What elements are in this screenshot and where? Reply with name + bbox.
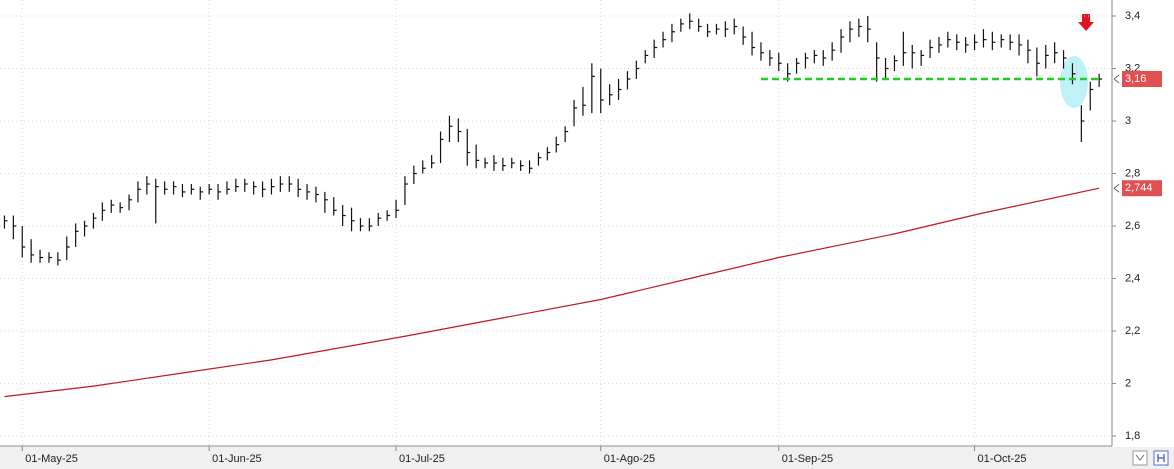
down-arrow	[1078, 14, 1094, 31]
x-tick-label: 01-Oct-25	[978, 453, 1027, 465]
price-label: 3,16	[1125, 73, 1146, 85]
x-tick-label: 01-Jun-25	[212, 453, 262, 465]
price-label-box	[1122, 71, 1162, 88]
toolbar-icon	[1157, 454, 1165, 462]
price-pointer	[1113, 74, 1120, 84]
price-label-box	[1122, 180, 1162, 197]
y-tick-label: 2	[1125, 377, 1131, 389]
y-tick-label: 2,8	[1125, 167, 1140, 179]
highlight-ellipse	[1060, 56, 1088, 108]
y-tick-label: 3	[1125, 115, 1131, 127]
toolbar-icon	[1135, 454, 1145, 461]
y-tick-label: 3,4	[1125, 10, 1140, 22]
y-tick-label: 2,2	[1125, 325, 1140, 337]
y-tick-label: 1,8	[1125, 430, 1140, 442]
toolbar-button[interactable]	[1132, 450, 1148, 466]
footer-bar	[0, 447, 1174, 469]
x-tick-label: 01-Sep-25	[782, 453, 833, 465]
x-tick-label: 01-Ago-25	[604, 453, 655, 465]
y-tick-label: 2,6	[1125, 220, 1140, 232]
y-tick-label: 2,4	[1125, 272, 1140, 284]
x-tick-label: 01-Jul-25	[399, 453, 445, 465]
x-tick-label: 01-May-25	[25, 453, 78, 465]
moving-average	[4, 187, 1100, 398]
price-label: 2,744	[1125, 182, 1153, 194]
price-pointer	[1113, 183, 1120, 193]
